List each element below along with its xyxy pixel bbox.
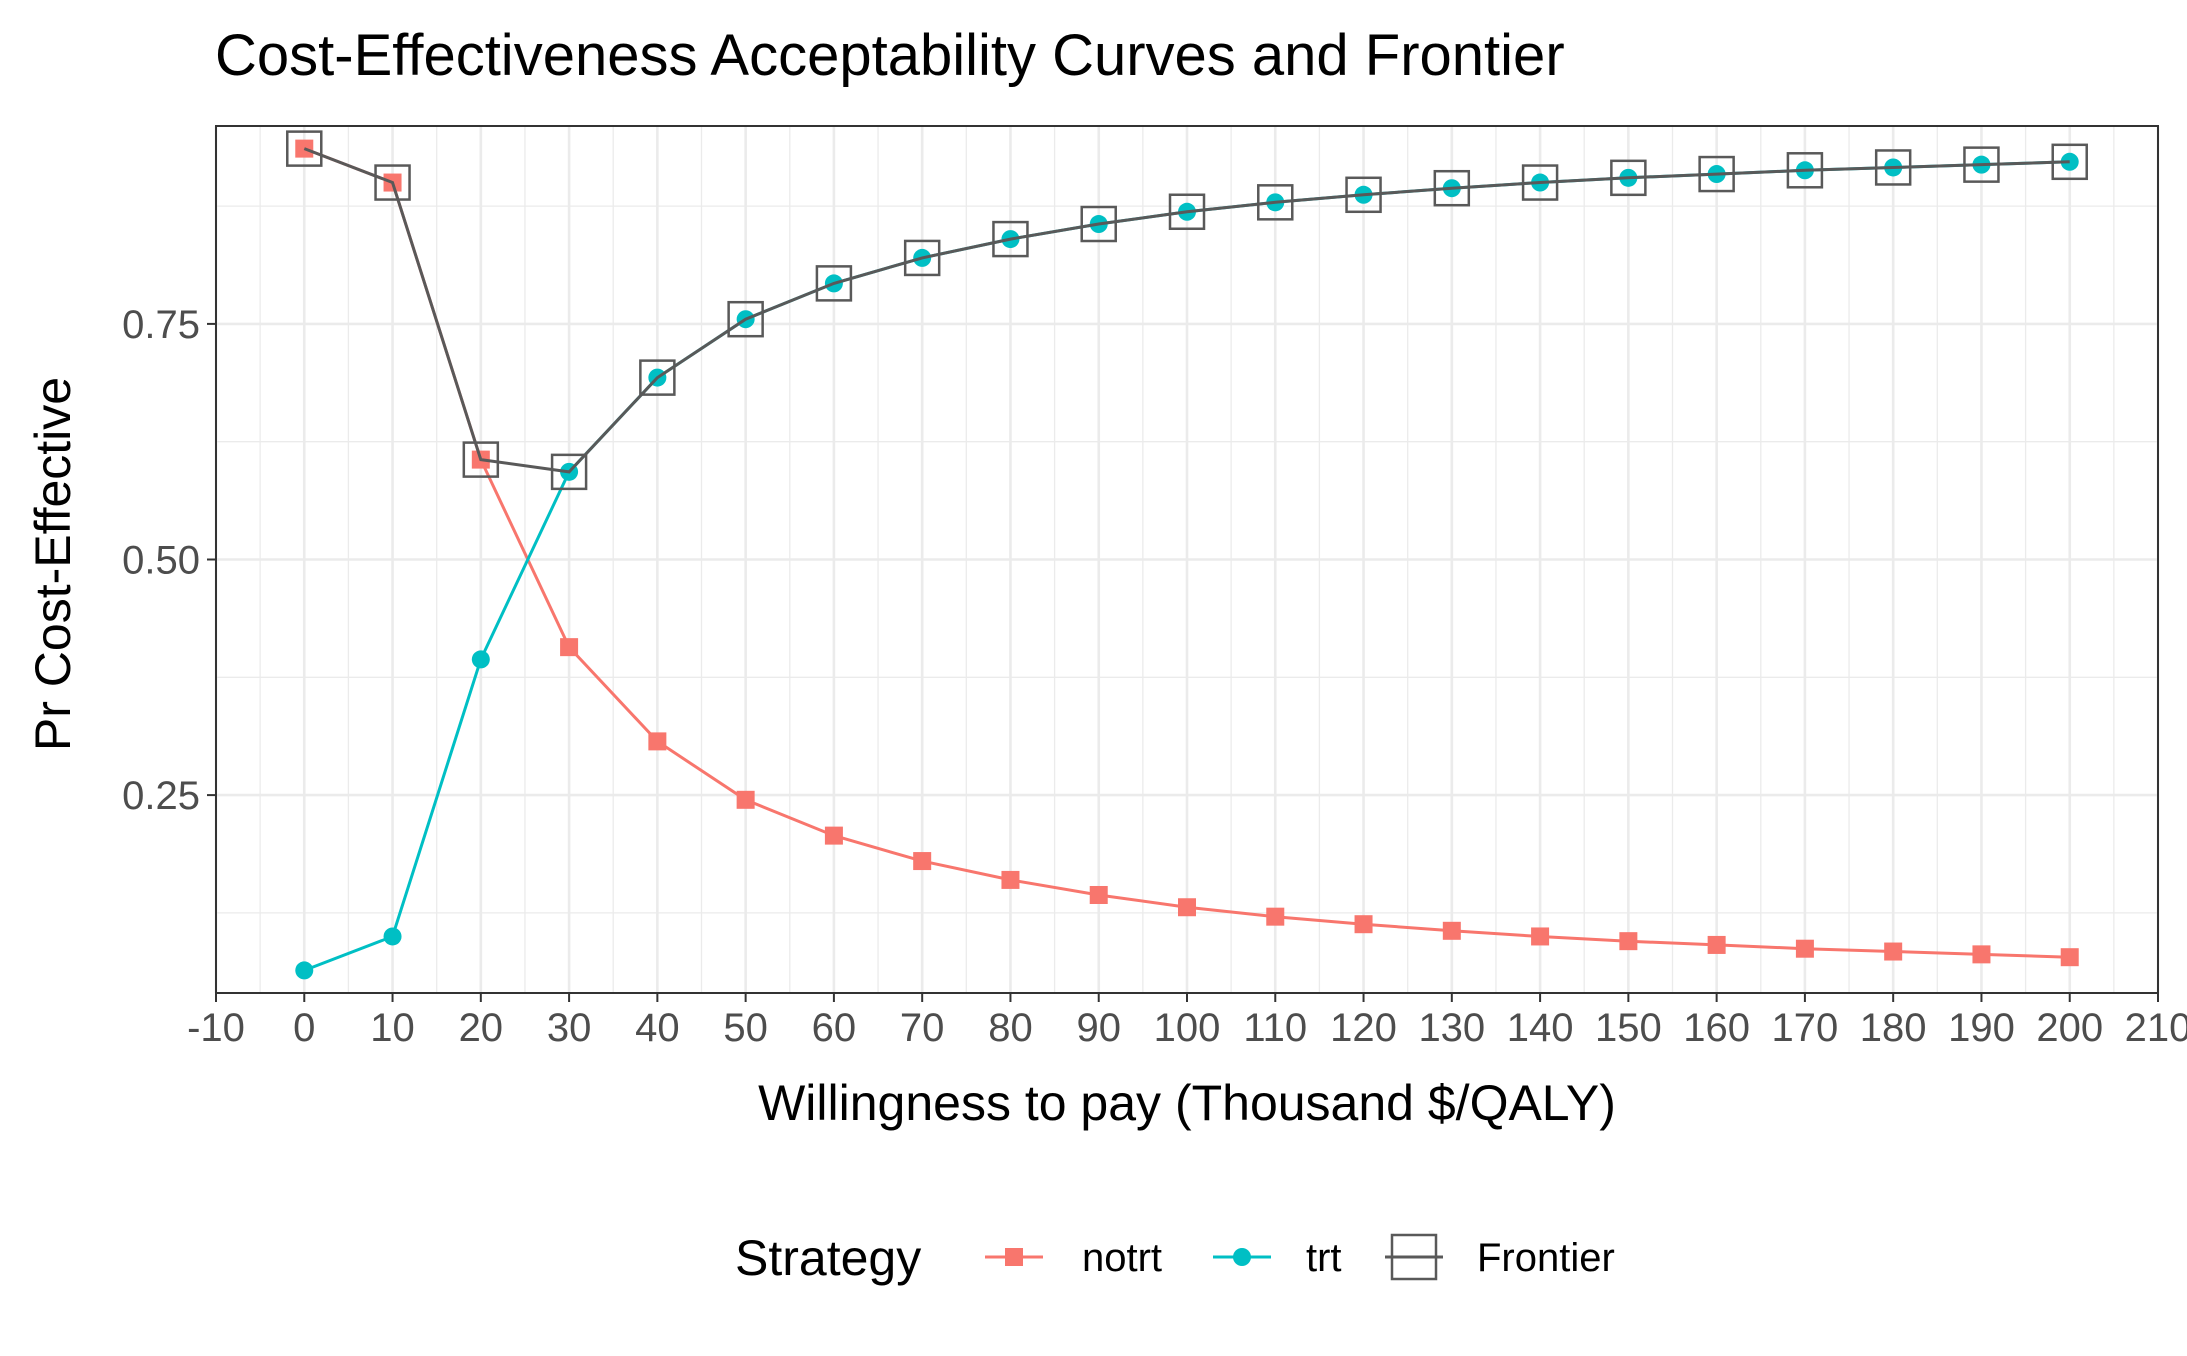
legend-item-frontier: Frontier [1385,1233,1615,1281]
data-point-frontier [727,300,764,338]
y-tick-label: 0.50 [122,539,200,583]
data-point-notrt [1089,885,1108,904]
x-axis-label: Willingness to pay (Thousand $/QALY) [758,1075,1616,1131]
x-tick-label: 70 [900,1006,945,1050]
y-axis-label: Pr Cost-Effective [25,377,81,751]
x-tick-label: 90 [1076,1006,1121,1050]
x-tick-label: -10 [187,1006,245,1050]
data-point-frontier [462,441,500,478]
data-point-notrt [1707,935,1726,954]
x-tick-label: 10 [370,1006,415,1050]
x-tick-label: 210 [2125,1006,2187,1050]
data-point-frontier [1610,159,1647,197]
x-tick-label: 80 [988,1006,1033,1050]
series-notrt [295,139,2079,967]
data-point-frontier [1080,205,1117,243]
data-point-frontier [286,130,323,167]
data-point-notrt [648,732,667,751]
legend-key-marker [1233,1248,1251,1266]
data-point-frontier [550,453,588,491]
data-point-trt [383,927,402,946]
grid-layer [214,126,2160,993]
x-tick-label: 40 [635,1006,680,1050]
x-tick-label: 130 [1418,1006,1485,1050]
data-point-notrt [295,139,314,158]
data-point-notrt [2060,948,2079,967]
data-point-frontier [1168,193,1206,231]
x-tick-label: 160 [1683,1006,1750,1050]
x-tick-label: 50 [723,1006,768,1050]
legend: Strategy notrt trt Frontier [735,1230,1615,1286]
x-tick-label: 120 [1330,1006,1397,1050]
x-tick-label: 110 [1243,1006,1307,1050]
data-point-notrt [913,852,932,871]
x-tick-label: 170 [1772,1006,1839,1050]
axis-layer: -10 0 10 20 30 40 50 60 70 80 90 100 110 120 130 140 150… [122,303,2187,1050]
data-point-frontier [374,164,411,201]
data-point-frontier [815,265,853,302]
data-point-frontier [2051,143,2088,181]
legend-label: Frontier [1477,1236,1615,1280]
chart-title: Cost-Effectiveness Acceptability Curves … [215,23,1565,88]
series-line-frontier [303,147,2070,474]
data-point-notrt [1442,921,1461,940]
data-point-notrt [1531,927,1550,946]
x-tick-label: 180 [1860,1006,1927,1050]
data-point-frontier [1433,169,1471,207]
data-point-notrt [1178,898,1196,917]
data-point-notrt [1266,907,1285,926]
data-point-notrt [1354,915,1373,934]
legend-key-marker [1005,1248,1023,1266]
x-tick-label: 200 [2036,1006,2103,1050]
data-point-frontier [1874,149,1912,186]
x-tick-label: 100 [1154,1006,1221,1050]
legend-item-trt: trt [1213,1236,1342,1280]
data-point-frontier [1257,184,1294,221]
legend-item-notrt: notrt [985,1236,1162,1280]
x-tick-label: 0 [293,1006,315,1050]
data-point-notrt [1972,945,1991,964]
legend-label: trt [1306,1236,1342,1280]
y-tick-label: 0.75 [122,303,200,347]
x-tick-label: 60 [812,1006,857,1050]
data-point-trt [295,961,314,980]
data-point-notrt [560,638,579,657]
data-point-trt [471,650,490,669]
legend-title: Strategy [735,1230,921,1286]
legend-key-marker [1390,1233,1438,1281]
data-point-notrt [1884,942,1903,961]
data-point-frontier [1698,155,1735,193]
data-point-notrt [1795,939,1814,958]
data-point-trt [2060,152,2079,171]
y-tick-label: 0.25 [122,774,200,818]
x-tick-label: 190 [1948,1006,2015,1050]
series-layer [286,130,2088,980]
data-point-notrt [1619,932,1638,951]
data-point-frontier [903,239,941,277]
data-point-frontier [639,359,676,396]
data-point-frontier [1963,146,2000,183]
x-tick-label: 20 [459,1006,504,1050]
legend-items: notrt trt Frontier [985,1233,1615,1281]
data-point-notrt [1001,870,1020,889]
data-point-frontier [1521,164,1559,201]
data-point-frontier [992,220,1029,258]
x-tick-label: 150 [1595,1006,1662,1050]
x-tick-label: 30 [547,1006,592,1050]
data-point-frontier [1786,152,1824,189]
legend-label: notrt [1082,1236,1162,1280]
data-point-notrt [736,790,755,809]
data-point-frontier [1345,176,1382,214]
x-tick-label: 140 [1507,1006,1574,1050]
series-frontier [286,130,2088,491]
data-point-notrt [824,826,843,845]
